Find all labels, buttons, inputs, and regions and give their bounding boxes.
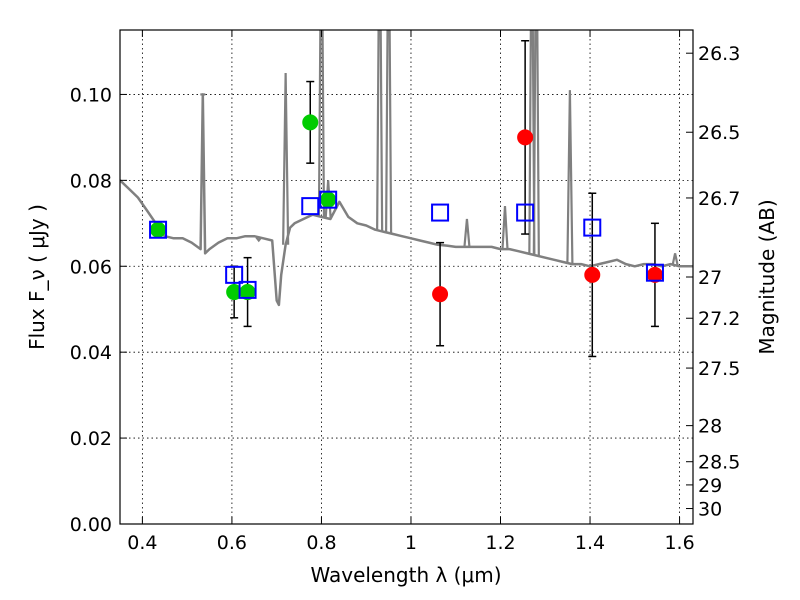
grid bbox=[120, 30, 693, 525]
y-tick-label: 0.10 bbox=[70, 84, 112, 106]
axes: 0.4 0.6 0.8 1 1.2 1.4 1.6 0.00 0.02 0.04 0.06 0.08 0… bbox=[70, 30, 740, 554]
mag-tick-label: 30 bbox=[698, 499, 722, 521]
optical-point bbox=[320, 191, 337, 208]
emission-line bbox=[671, 253, 679, 266]
nir-point bbox=[584, 266, 601, 283]
x-tick-label: 1 bbox=[405, 532, 417, 554]
emission-line bbox=[384, 30, 393, 233]
x-axis-label: Wavelength λ (μm) bbox=[310, 563, 501, 587]
model-flux-square bbox=[583, 218, 602, 237]
emission-line bbox=[282, 72, 290, 245]
model-flux-square bbox=[149, 220, 168, 239]
mag-tick-label: 29 bbox=[698, 475, 722, 497]
plot-area bbox=[120, 30, 693, 358]
model-flux-square bbox=[516, 203, 535, 222]
mag-tick-label: 28 bbox=[698, 416, 722, 438]
nir-point bbox=[432, 286, 449, 303]
model-flux-square bbox=[238, 280, 257, 299]
x-tick-label: 0.4 bbox=[127, 532, 157, 554]
magnitude-axis-label: Magnitude (AB) bbox=[755, 199, 779, 354]
mag-tick-label: 27.5 bbox=[698, 358, 740, 380]
emission-line bbox=[317, 30, 326, 217]
model-flux-square bbox=[645, 263, 664, 282]
emission-line bbox=[528, 30, 536, 255]
optical-point bbox=[302, 114, 319, 131]
y-tick-label: 0.04 bbox=[70, 342, 112, 364]
mag-tick-label: 26.7 bbox=[698, 188, 740, 210]
emission-line bbox=[501, 206, 509, 250]
emission-line bbox=[255, 236, 263, 243]
model-flux-square bbox=[431, 203, 450, 222]
emission-line bbox=[463, 218, 471, 248]
y-tick-label: 0.02 bbox=[70, 428, 112, 450]
x-tick-label: 1.6 bbox=[664, 532, 694, 554]
emission-line bbox=[566, 90, 574, 264]
mag-tick-label: 26.3 bbox=[698, 43, 740, 65]
x-tick-label: 0.6 bbox=[217, 532, 247, 554]
x-tick-label: 0.8 bbox=[306, 532, 336, 554]
mag-tick-label: 26.5 bbox=[698, 122, 740, 144]
mag-tick-label: 28.5 bbox=[698, 452, 740, 474]
nir-point bbox=[517, 129, 534, 146]
model-spectrum-line bbox=[120, 93, 693, 307]
mag-tick-label: 27.2 bbox=[698, 308, 740, 330]
plot-background bbox=[120, 30, 693, 524]
y-tick-label: 0.08 bbox=[70, 170, 112, 192]
y-tick-label: 0.06 bbox=[70, 256, 112, 278]
model-flux-square bbox=[225, 265, 244, 284]
model-flux-square bbox=[301, 197, 320, 216]
x-tick-label: 1.2 bbox=[485, 532, 515, 554]
optical-point bbox=[150, 221, 167, 238]
x-tick-label: 1.4 bbox=[575, 532, 605, 554]
emission-line bbox=[376, 30, 384, 231]
emission-line bbox=[532, 30, 540, 256]
y-tick-label: 0.00 bbox=[70, 514, 112, 536]
y-axis-label: Flux F_ν ( μJy ) bbox=[25, 204, 49, 350]
mag-tick-label: 27 bbox=[698, 267, 722, 289]
model-flux-square bbox=[319, 190, 338, 209]
